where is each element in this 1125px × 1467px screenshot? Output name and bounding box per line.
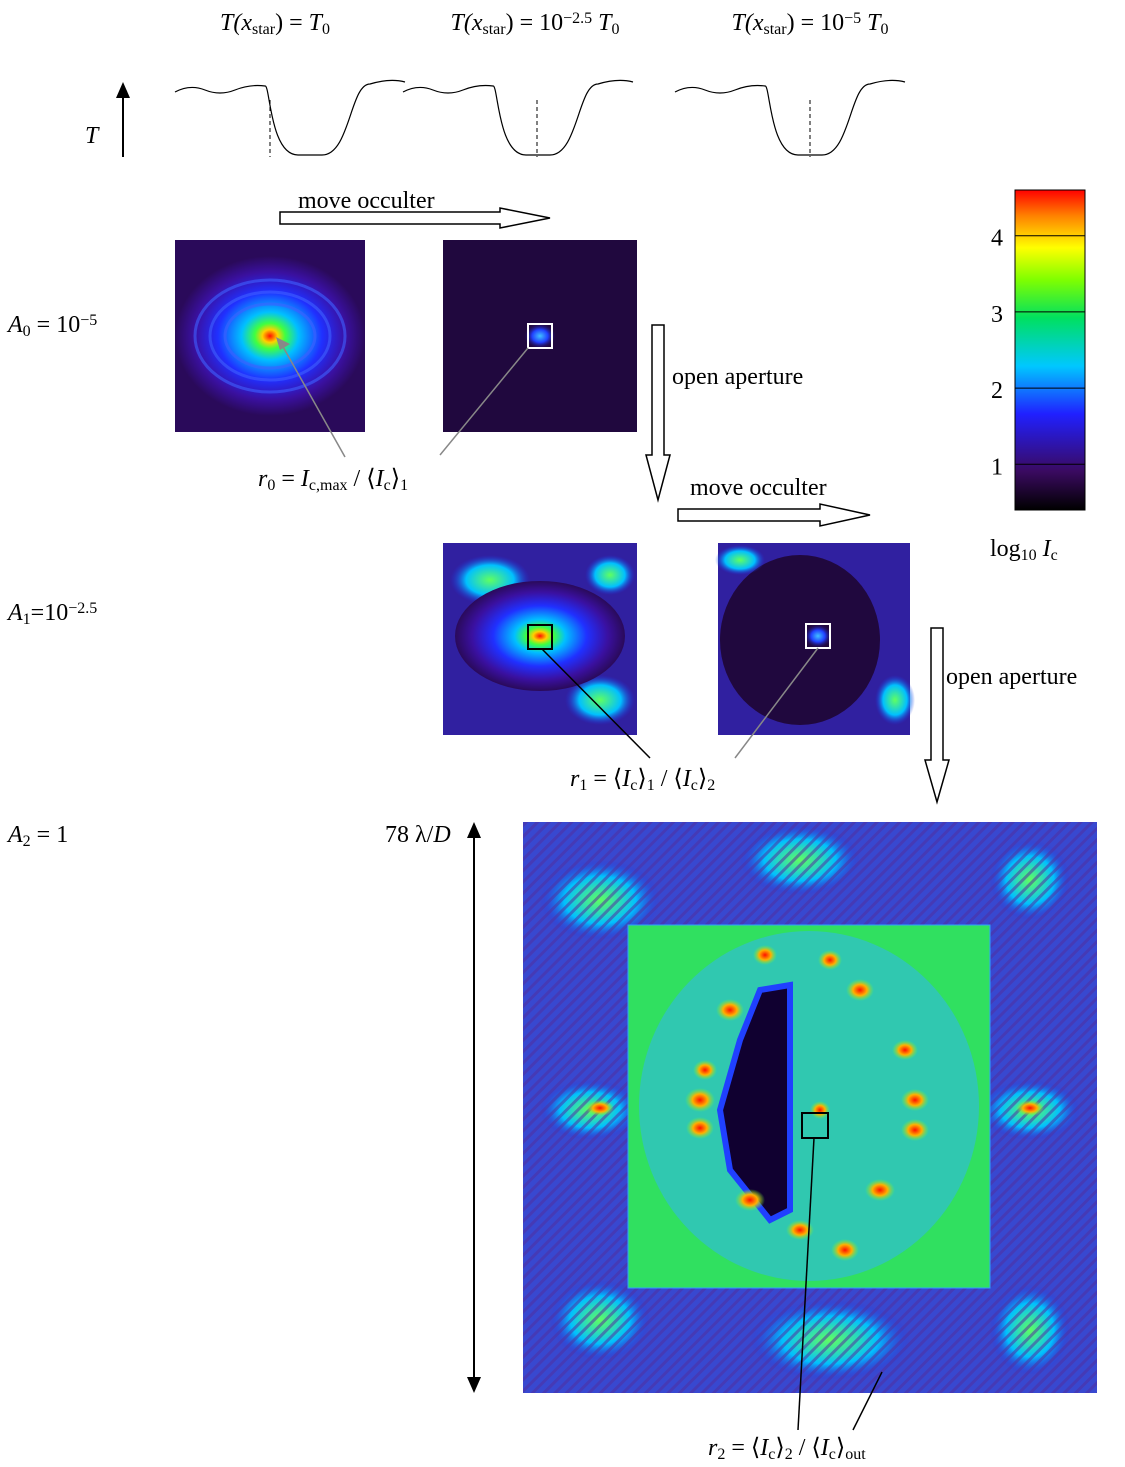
arrow-head [467, 822, 481, 838]
label-part: star [482, 21, 506, 38]
label-part: 0 [23, 323, 31, 340]
colorbar-tick-label: 3 [991, 302, 1003, 328]
label-part: ⟩ [637, 766, 646, 792]
transmission-curve [675, 80, 905, 155]
arrow [925, 628, 949, 802]
label-part: ⟩ [391, 466, 400, 492]
label-part: c [630, 777, 637, 794]
label-part: 0 [322, 21, 330, 38]
arrow-label: open aperture [946, 664, 1077, 690]
label-part: = 1 [31, 822, 69, 848]
label-part: T [861, 10, 882, 36]
label-part: = [275, 466, 301, 492]
label-part: I [1037, 536, 1052, 562]
row-label: A2 = 1 [6, 822, 68, 850]
label-part: 2 [717, 1446, 725, 1463]
ratio-label: r2 = ⟨Ic⟩2 / ⟨Ic⟩out [708, 1435, 866, 1463]
label-part: ⟩ [775, 1435, 784, 1461]
transmission-label: T(xstar) = T0 [220, 10, 330, 38]
label-part: 0 [267, 477, 275, 494]
label-part: T(x [220, 10, 252, 36]
transmission-label: T(xstar) = 10−5 T0 [731, 10, 888, 38]
label-part: log [990, 536, 1021, 562]
label-part: −5 [844, 10, 861, 27]
axis-label: T [85, 123, 100, 149]
arrow-label: open aperture [672, 364, 803, 390]
transmission-curve [403, 80, 633, 155]
label-part: 2 [707, 777, 715, 794]
arrow-label: move occulter [690, 475, 827, 501]
label-part: c [829, 1446, 836, 1463]
label-part: 78 λ/ [385, 822, 434, 848]
figure: T(xstar) = T0T(xstar) = 10−2.5 T0T(xstar… [0, 0, 1125, 1467]
label-part: / ⟨ [655, 766, 683, 792]
arrow-head [116, 82, 130, 98]
colorbar-tick-label: 4 [991, 226, 1003, 252]
ratio-label: r1 = ⟨Ic⟩1 / ⟨Ic⟩2 [570, 766, 715, 794]
image-a0-centered [175, 240, 365, 432]
label-part: −2.5 [68, 600, 97, 617]
label-part: = ⟨ [587, 766, 622, 792]
label-part: ) = 10 [787, 10, 845, 36]
label-part: −2.5 [563, 10, 592, 27]
label-part: T(x [731, 10, 763, 36]
arrow-head [467, 1377, 481, 1393]
label-part: star [763, 21, 787, 38]
colorbar [1015, 190, 1085, 510]
label-part: D [432, 822, 450, 848]
label-part: 0 [612, 21, 620, 38]
label-part: T(x [450, 10, 482, 36]
label-part: T [592, 10, 613, 36]
label-part: 1 [400, 477, 408, 494]
label-part: 10 [1021, 547, 1037, 564]
label-part: c [768, 1446, 775, 1463]
arrow [646, 325, 670, 500]
label-part: c [1051, 547, 1058, 564]
label-part: 1 [647, 777, 655, 794]
label-part: 1 [23, 611, 31, 628]
arrow [678, 504, 870, 526]
colorbar-tick-label: 1 [991, 454, 1003, 480]
label-part: A [6, 312, 23, 338]
colorbar-tick-label: 2 [991, 378, 1003, 404]
label-part: 1 [579, 777, 587, 794]
label-part: out [845, 1446, 866, 1463]
label-part: c [384, 477, 391, 494]
label-part: A [6, 822, 23, 848]
colorbar-label: log10 Ic [990, 536, 1058, 564]
label-part: =10 [31, 600, 69, 626]
image-a0-shifted [443, 240, 637, 432]
label-part: 2 [23, 833, 31, 850]
ratio-label: r0 = Ic,max / ⟨Ic⟩1 [258, 466, 408, 494]
label-part: ⟩ [698, 766, 707, 792]
label-part: A [6, 600, 23, 626]
label-part: ⟩ [836, 1435, 845, 1461]
label-part: c [691, 777, 698, 794]
label-part: ) = [275, 10, 309, 36]
label-part: = 10 [31, 312, 81, 338]
row-label: A1=10−2.5 [6, 600, 97, 628]
arrow-label: move occulter [298, 188, 435, 214]
transmission-curve [175, 80, 405, 155]
image-a2 [523, 822, 1097, 1393]
label-part: 2 [785, 1446, 793, 1463]
label-part: 0 [881, 21, 889, 38]
label-part: star [252, 21, 276, 38]
label-part: ) = 10 [506, 10, 564, 36]
label-part: c,max [309, 477, 348, 494]
image-a1-shifted [715, 543, 915, 735]
image-a1-centered [443, 543, 637, 735]
row-label: A0 = 10−5 [6, 312, 97, 340]
transmission-label: T(xstar) = 10−2.5 T0 [450, 10, 619, 38]
label-part: / ⟨ [348, 466, 376, 492]
label-part: / ⟨ [793, 1435, 821, 1461]
label-part: −5 [80, 312, 97, 329]
label-part: = ⟨ [725, 1435, 760, 1461]
scale-label: 78 λ/D [385, 822, 451, 848]
